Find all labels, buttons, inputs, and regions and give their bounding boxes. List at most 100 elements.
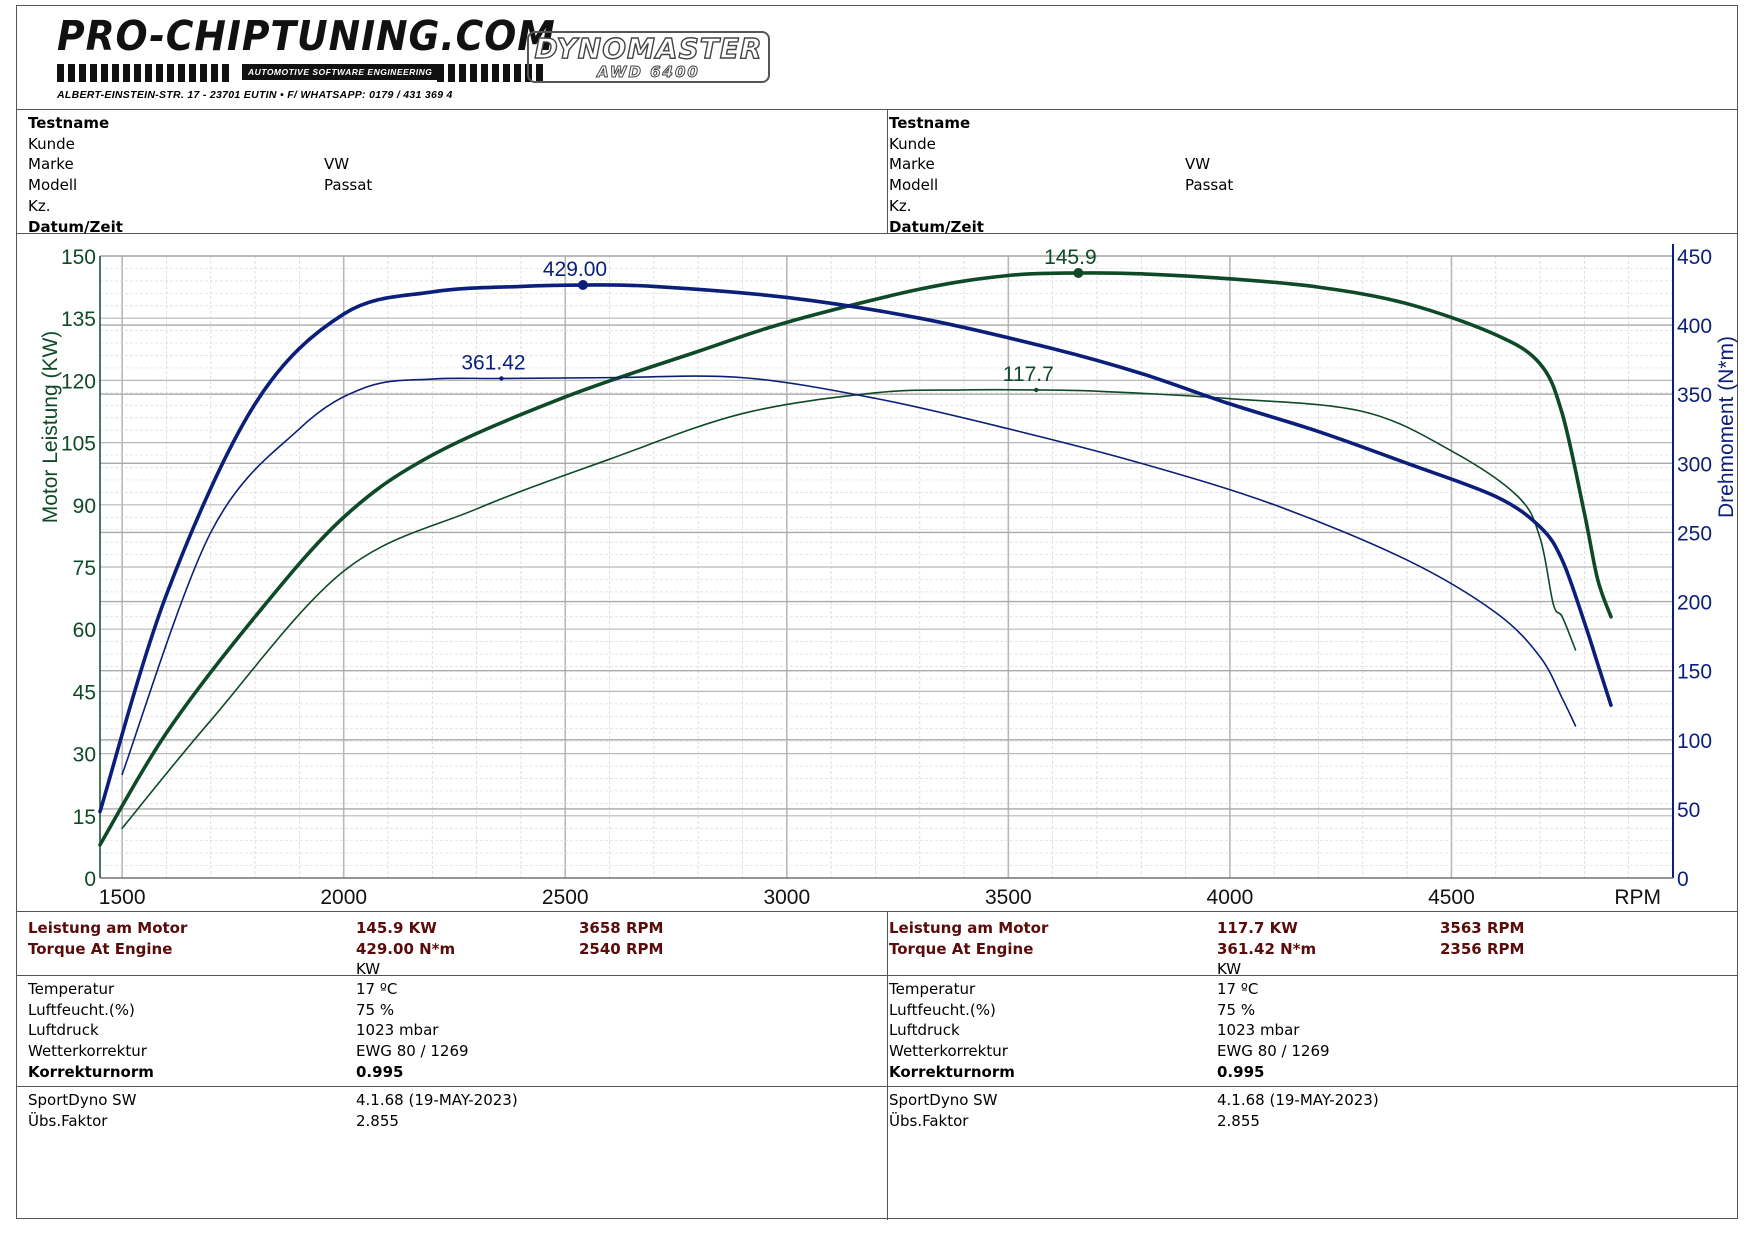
x-tick: 3500 (985, 886, 1032, 909)
datum-label: Datum/Zeit (28, 217, 123, 236)
pressure-label: Luftdruck (889, 1021, 960, 1040)
humidity-label: Luftfeucht.(%) (28, 1000, 135, 1019)
weather-correction-value: EWG 80 / 1269 (1217, 1042, 1330, 1061)
results-left-labels: Leistung am Motor Torque At Engine (28, 918, 187, 959)
y-tick-right: 450 (1677, 246, 1712, 269)
power-peak-marker-thin (1034, 387, 1039, 393)
results-right-values: 117.7 KW 361.42 N*m KW (1217, 918, 1316, 980)
software-value: 4.1.68 (19-MAY-2023) (1217, 1091, 1379, 1109)
y-tick-right: 100 (1677, 730, 1712, 753)
torque-curve-thin (121, 375, 1577, 776)
brand-tagline: AUTOMOTIVE SOFTWARE ENGINEERING (242, 64, 439, 80)
results-left-rpm: 3658 RPM 2540 RPM (579, 918, 663, 959)
y-tick-right: 50 (1677, 799, 1700, 822)
modell-value: Passat (324, 175, 373, 194)
torque-peak-marker-thin (499, 376, 504, 381)
y-tick-left: 105 (61, 433, 96, 456)
y-tick-left: 45 (73, 681, 96, 704)
kunde-label: Kunde (889, 134, 936, 153)
torque-peak-label-thin: 361.42 (461, 351, 525, 374)
torque-rpm: 2540 RPM (579, 939, 664, 958)
brand-address: ALBERT-EINSTEIN-STR. 17 - 23701 EUTIN • … (57, 89, 453, 101)
power-value: 117.7 KW (1217, 919, 1298, 937)
power-rpm: 3658 RPM (579, 919, 664, 937)
power-peak-label-bold: 145.9 (1044, 246, 1097, 269)
torque-value: 429.00 N*m (356, 939, 456, 958)
unit-label: KW (1217, 960, 1242, 979)
power-curve-thin (121, 388, 1577, 830)
test-info-left: Testname Kunde Marke Modell Kz. Datum/Ze… (28, 113, 123, 237)
y-tick-left: 0 (84, 868, 96, 891)
y-tick-right: 300 (1677, 453, 1712, 476)
correction-norm-label: Korrekturnorm (889, 1062, 1015, 1081)
y-tick-right: 150 (1677, 661, 1712, 684)
y-tick-right: 200 (1677, 592, 1712, 615)
y-axis-title-right: Drehmoment (N*m) (1715, 336, 1738, 518)
report-sheet: PRO-CHIPTUNING.COM AUTOMOTIVE SOFTWARE E… (16, 5, 1738, 1220)
power-peak-label-thin: 117.7 (1003, 363, 1054, 386)
x-tick: 1500 (99, 886, 146, 909)
x-axis-title: RPM (1614, 886, 1661, 909)
y-tick-left: 150 (61, 246, 96, 269)
results-right-rpm: 3563 RPM 2356 RPM (1440, 918, 1524, 959)
ratio-label: Übs.Faktor (28, 1111, 108, 1130)
x-tick: 3000 (763, 886, 810, 909)
software-left-labels: SportDyno SW Übs.Faktor (28, 1090, 137, 1131)
conditions-divider (17, 1086, 1737, 1087)
kz-label: Kz. (889, 196, 912, 215)
info-divider (17, 233, 1737, 234)
temperature-label: Temperatur (889, 980, 976, 998)
testname-label: Testname (28, 114, 110, 132)
torque-value: 361.42 N*m (1217, 939, 1317, 958)
power-label: Leistung am Motor (28, 919, 188, 937)
torque-label: Torque At Engine (28, 939, 173, 958)
brand-stripe-right (437, 64, 547, 82)
y-tick-left: 120 (61, 370, 96, 393)
x-tick: 2500 (542, 886, 589, 909)
power-peak-marker-bold (1073, 268, 1084, 279)
torque-label: Torque At Engine (889, 939, 1034, 958)
correction-norm-value: 0.995 (1217, 1062, 1265, 1081)
marke-label: Marke (28, 155, 74, 174)
x-tick: 4500 (1428, 886, 1475, 909)
conditions-right-labels: Temperatur Luftfeucht.(%) Luftdruck Wett… (889, 979, 1015, 1083)
chart-grid (100, 255, 1674, 879)
testname-label: Testname (889, 114, 971, 132)
temperature-value: 17 ºC (356, 980, 398, 998)
y-tick-left: 15 (73, 806, 96, 829)
kunde-label: Kunde (28, 134, 75, 153)
humidity-value: 75 % (356, 1000, 395, 1019)
ratio-label: Übs.Faktor (889, 1111, 969, 1130)
datum-label: Datum/Zeit (889, 217, 984, 236)
dynomaster-logo-title: DYNOMASTER (534, 32, 763, 65)
power-value: 145.9 KW (356, 919, 437, 937)
brand-logo: PRO-CHIPTUNING.COM AUTOMOTIVE SOFTWARE E… (57, 12, 599, 101)
humidity-value: 75 % (1217, 1000, 1256, 1019)
dynomaster-logo-model: AWD 6400 (597, 63, 700, 81)
marke-value: VW (1185, 155, 1211, 173)
conditions-left-labels: Temperatur Luftfeucht.(%) Luftdruck Wett… (28, 979, 154, 1083)
y-tick-left: 75 (73, 557, 96, 580)
y-tick-right: 400 (1677, 315, 1712, 338)
pressure-value: 1023 mbar (356, 1021, 439, 1040)
header-divider (17, 109, 1737, 110)
marke-value: VW (324, 155, 350, 173)
power-rpm: 3563 RPM (1440, 919, 1525, 937)
results-divider (17, 975, 1737, 976)
temperature-value: 17 ºC (1217, 980, 1259, 998)
test-info-right: Testname Kunde Marke Modell Kz. Datum/Ze… (889, 113, 984, 237)
correction-norm-label: Korrekturnorm (28, 1062, 154, 1081)
pressure-label: Luftdruck (28, 1021, 99, 1040)
dynomaster-logo: DYNOMASTER AWD 6400 (527, 31, 770, 83)
software-right-values: 4.1.68 (19-MAY-2023) 2.855 (1217, 1090, 1379, 1131)
y-tick-left: 90 (73, 495, 96, 518)
chart-axes: 0153045607590105120135150050100150200250… (39, 244, 1738, 909)
software-right-labels: SportDyno SW Übs.Faktor (889, 1090, 998, 1131)
x-tick: 2000 (320, 886, 367, 909)
chart-curves (98, 271, 1613, 847)
chart-labels: 145.9 117.7 429.00 361.42 (461, 246, 1097, 393)
humidity-label: Luftfeucht.(%) (889, 1000, 996, 1019)
y-tick-right: 350 (1677, 384, 1712, 407)
modell-label: Modell (28, 176, 78, 195)
unit-label: KW (356, 960, 381, 979)
